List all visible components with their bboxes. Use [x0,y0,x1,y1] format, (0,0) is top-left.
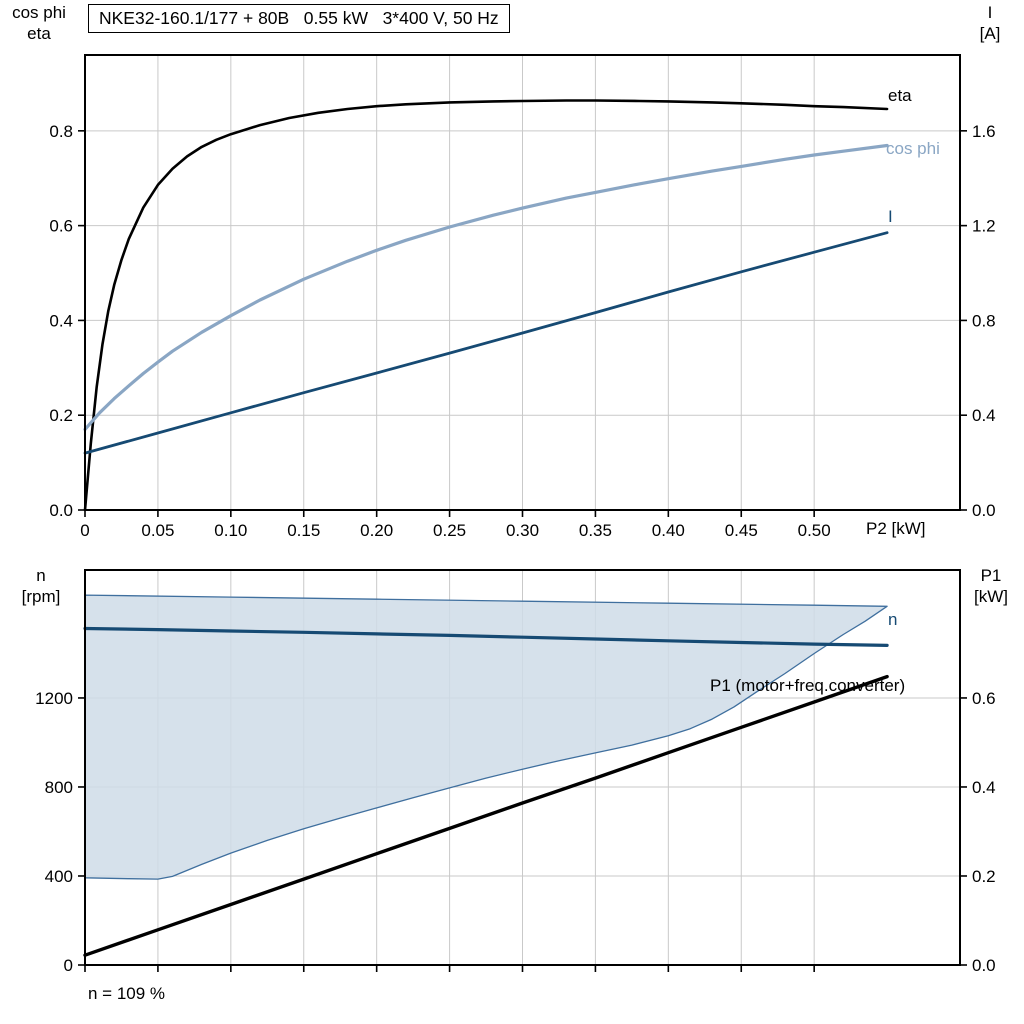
svg-text:0: 0 [64,956,73,975]
svg-text:0.6: 0.6 [49,217,73,236]
svg-text:0.10: 0.10 [214,521,247,540]
axis-label-speed-unit: [rpm] [21,587,61,606]
curve-label-eta: eta [888,86,912,105]
speed-annotation: n = 109 % [88,984,166,1003]
svg-text:0.0: 0.0 [49,501,73,520]
svg-text:0.15: 0.15 [287,521,320,540]
chart-title-box: NKE32-160.1/177 + 80B 0.55 kW 3*400 V, 5… [88,4,510,33]
svg-text:0.0: 0.0 [972,956,996,975]
svg-text:0.45: 0.45 [725,521,758,540]
axis-label-current: I [987,3,993,22]
svg-text:0.8: 0.8 [972,311,996,330]
svg-text:0.40: 0.40 [652,521,685,540]
axis-label-current-unit: [A] [979,24,1001,43]
curve-label-cosphi: cos phi [886,139,940,158]
svg-text:1200: 1200 [35,689,73,708]
svg-text:0.35: 0.35 [579,521,612,540]
svg-text:0.05: 0.05 [141,521,174,540]
svg-text:0: 0 [80,521,89,540]
curve-label-speed: n [888,610,898,629]
svg-text:0.8: 0.8 [49,122,73,141]
curve-label-p1: P1 (motor+freq.converter) [710,676,906,695]
svg-text:0.20: 0.20 [360,521,393,540]
svg-text:0.4: 0.4 [972,406,996,425]
svg-text:1.6: 1.6 [972,122,996,141]
svg-text:0.4: 0.4 [972,778,996,797]
axis-label-p1-unit: [kW] [974,587,1008,606]
svg-text:0.0: 0.0 [972,501,996,520]
x-axis-label: P2 [kW] [866,519,926,538]
axis-label-p1: P1 [980,566,1002,585]
svg-text:0.2: 0.2 [49,406,73,425]
axis-label-eta: eta [27,24,51,43]
svg-text:0.50: 0.50 [798,521,831,540]
chart-title: NKE32-160.1/177 + 80B 0.55 kW 3*400 V, 5… [99,8,499,28]
svg-text:0.4: 0.4 [49,311,73,330]
axis-label-cosphi: cos phi [12,3,66,22]
svg-text:0.2: 0.2 [972,867,996,886]
svg-text:400: 400 [45,867,73,886]
svg-text:0.25: 0.25 [433,521,466,540]
svg-text:800: 800 [45,778,73,797]
curve-label-current: I [888,207,893,226]
svg-text:0.6: 0.6 [972,689,996,708]
svg-text:1.2: 1.2 [972,217,996,236]
svg-text:0.30: 0.30 [506,521,539,540]
axis-label-speed: n [36,566,46,585]
